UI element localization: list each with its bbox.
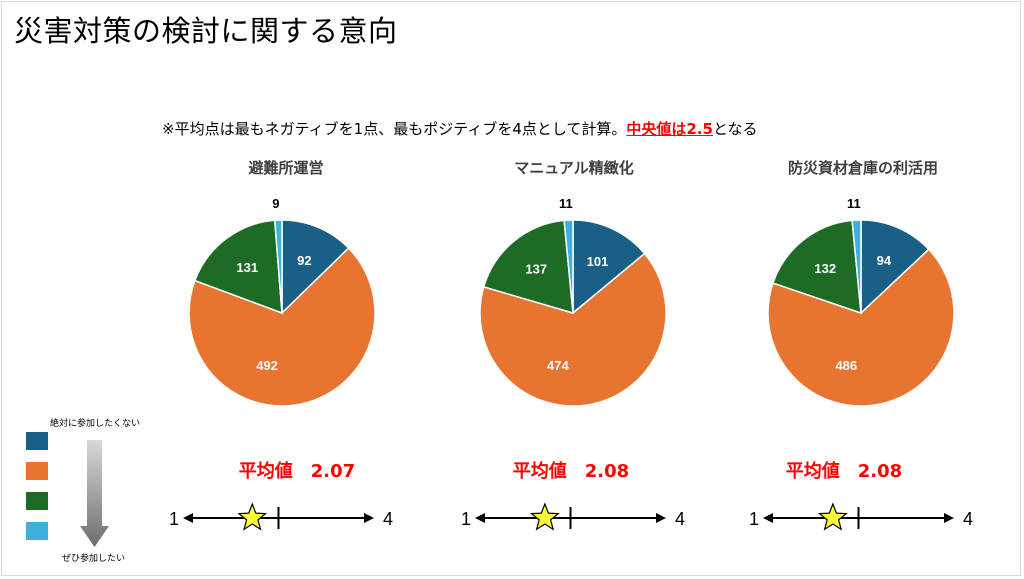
pie-slice-4: [851, 219, 862, 314]
average-star-marker: [237, 502, 268, 531]
note-prefix: ※平均点は最もネガティブを1点、最もポジティブを4点として計算。: [162, 120, 627, 138]
page-title: 災害対策の検討に関する意向: [14, 14, 398, 48]
legend-swatch-2: [26, 462, 48, 480]
pie-data-label-4: 11: [847, 196, 861, 211]
pie-data-label-1: 101: [587, 254, 609, 269]
scale-min-label: 1: [169, 509, 179, 529]
pie-slice-1: [281, 219, 350, 315]
scale-min-label: 1: [461, 509, 471, 529]
pie-title-3: 防災資材倉庫の利活用: [787, 159, 938, 177]
pie-data-label-4: 11: [559, 196, 573, 211]
pie-data-label-2: 486: [835, 358, 857, 373]
scale-arrow-right: [364, 513, 374, 523]
pie-slice-3: [193, 219, 283, 315]
pie-slice-2: [188, 247, 376, 407]
pie-data-label-3: 132: [814, 261, 836, 276]
pie-data-label-2: 492: [256, 358, 278, 373]
legend-swatch-4: [26, 522, 48, 540]
note-median-highlight: 中央値は2.5: [626, 120, 713, 138]
pie-slice-2: [479, 252, 667, 407]
average-star-marker: [817, 502, 848, 531]
pie-chart-3: 94 486 132 11: [767, 196, 955, 407]
legend-bottom-label: ぜひ参加したい: [62, 554, 126, 564]
average-star-marker: [529, 502, 560, 531]
pie-data-label-1: 94: [877, 253, 892, 268]
average-label-2: 平均値 2.08: [512, 461, 630, 482]
average-label-1: 平均値 2.07: [238, 461, 356, 482]
pie-slice-1: [860, 219, 930, 315]
pie-slice-1: [572, 219, 646, 315]
calculation-note: ※平均点は最もネガティブを1点、最もポジティブを4点として計算。中央値は2.5と…: [162, 118, 758, 139]
note-suffix: となる: [713, 120, 758, 138]
pie-chart-1: 92 492 131 9: [188, 196, 376, 407]
pie-slice-4: [563, 219, 574, 314]
pie-data-label-3: 131: [236, 260, 258, 275]
pie-data-label-3: 137: [525, 262, 547, 277]
pie-title-1: 避難所運営: [248, 159, 324, 177]
pie-data-label-4: 9: [272, 196, 279, 211]
legend-swatch-1: [26, 432, 48, 450]
pie-slice-3: [772, 219, 862, 315]
pie-title-2: マニュアル精緻化: [514, 159, 634, 177]
scale-arrow-left: [763, 513, 773, 523]
legend-top-label: 絶対に参加したくない: [50, 419, 141, 429]
scale-arrow-right: [944, 513, 954, 523]
scale-arrow-left: [475, 513, 485, 523]
pie-slice-4: [273, 219, 283, 314]
scale-max-label: 4: [383, 509, 393, 529]
legend-arrow: [80, 440, 109, 547]
scale-max-label: 4: [963, 509, 973, 529]
scale-arrow-right: [656, 513, 666, 523]
pie-slice-2: [767, 248, 955, 407]
scale-arrow-left: [183, 513, 193, 523]
average-label-3: 平均値 2.08: [785, 461, 903, 482]
pie-data-label-1: 92: [297, 253, 311, 268]
pie-slice-3: [482, 219, 574, 315]
legend-swatch-3: [26, 492, 48, 510]
scale-min-label: 1: [749, 509, 759, 529]
pie-chart-2: 101 474 137 11: [479, 196, 667, 407]
scale-max-label: 4: [675, 509, 685, 529]
pie-data-label-2: 474: [547, 358, 569, 373]
